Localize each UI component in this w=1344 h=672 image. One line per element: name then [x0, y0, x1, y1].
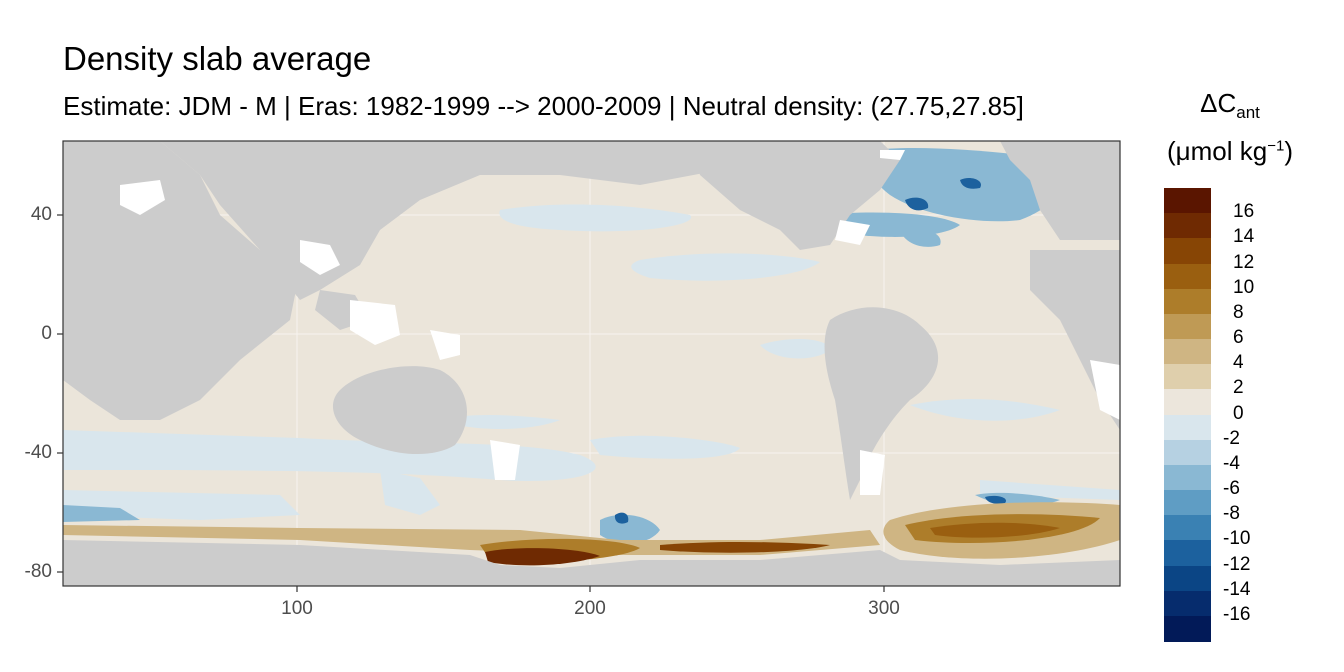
legend-unit: (μmol kg−1) — [1167, 136, 1293, 166]
colorbar-swatch — [1164, 490, 1211, 516]
colorbar-swatch — [1164, 414, 1211, 441]
colorbar-label: 10 — [1233, 276, 1255, 298]
no-data-regions — [120, 150, 1120, 495]
colorbar-label: 0 — [1233, 402, 1244, 424]
land-masses — [63, 141, 1120, 586]
colorbar-label: -2 — [1223, 427, 1240, 449]
colorbar-swatch — [1164, 515, 1211, 541]
colorbar-label: -8 — [1223, 503, 1240, 525]
colorbar-label: 2 — [1233, 377, 1244, 399]
colorbar-label: -16 — [1223, 603, 1251, 625]
colorbar-label: -4 — [1223, 452, 1240, 474]
positive-anomaly-regions — [63, 502, 1120, 566]
x-tick-label: 100 — [281, 598, 313, 619]
y-tick-label: -40 — [24, 442, 52, 463]
colorbar-swatch — [1164, 615, 1211, 642]
colorbar-swatch — [1164, 389, 1211, 416]
negative-anomaly-regions — [63, 204, 1120, 520]
colorbar-label: 14 — [1233, 226, 1255, 248]
colorbar-swatch — [1164, 590, 1211, 617]
colorbar-swatch — [1164, 263, 1211, 290]
y-tick-label: 40 — [30, 204, 52, 225]
colorbar-label: 8 — [1233, 301, 1244, 323]
colorbar-label: 4 — [1233, 352, 1244, 374]
colorbar-label: 12 — [1233, 251, 1255, 273]
colorbar-label: 6 — [1233, 327, 1244, 348]
colorbar-swatch — [1164, 313, 1211, 340]
colorbar-swatch — [1164, 439, 1211, 466]
y-tick-label: 0 — [41, 323, 52, 344]
colorbar-swatch — [1164, 238, 1211, 265]
colorbar-label: -6 — [1223, 478, 1240, 499]
colorbar-label: -12 — [1223, 553, 1251, 575]
colorbar-swatch — [1164, 213, 1211, 239]
x-tick-label: 200 — [574, 598, 606, 619]
colorbar-swatch — [1164, 464, 1211, 491]
chart-title: Density slab average — [63, 40, 372, 77]
colorbar-swatch — [1164, 188, 1211, 214]
x-tick-label: 300 — [868, 598, 900, 619]
chart-subtitle: Estimate: JDM - M | Eras: 1982-1999 --> … — [63, 91, 1024, 121]
tick-marks — [57, 214, 885, 592]
panel-border — [62, 140, 1121, 587]
colorbar-swatch — [1164, 339, 1211, 365]
y-tick-label: -80 — [24, 561, 52, 582]
legend-title: ΔCant — [1200, 88, 1260, 123]
negative-anomaly-deep — [614, 177, 1006, 524]
colorbar-label: -10 — [1223, 528, 1251, 550]
colorbar-swatch — [1164, 540, 1211, 567]
colorbar-swatch — [1164, 565, 1211, 592]
colorbar-swatch — [1164, 288, 1211, 315]
colorbar-label: 16 — [1233, 201, 1255, 223]
colorbar-label: -14 — [1223, 578, 1251, 600]
colorbar-swatch — [1164, 364, 1211, 390]
